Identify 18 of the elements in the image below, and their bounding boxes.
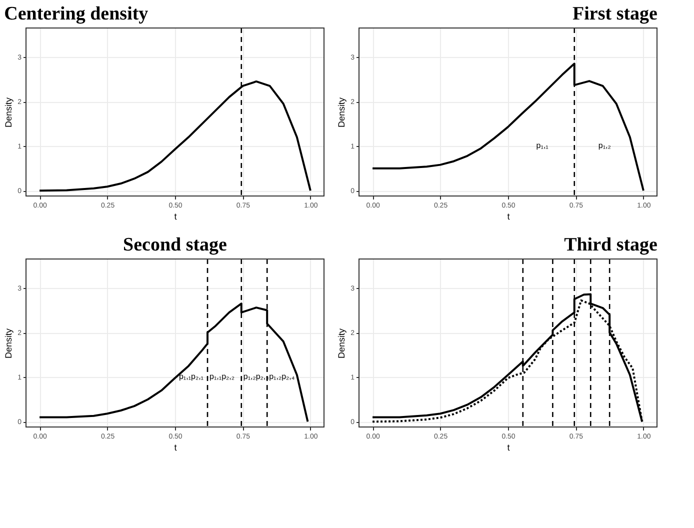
chart-title: Third stage (564, 234, 658, 256)
annotation: p₁,₂p₂,₄ (269, 372, 295, 381)
y-axis-title: Density (336, 97, 347, 128)
chart-title: First stage (572, 3, 658, 24)
chart-title: Second stage (123, 234, 227, 256)
annotation: p₁,₁ (536, 141, 549, 150)
annotation: p₁,₂p₂,₃ (243, 372, 269, 381)
x-axis-title: t (507, 212, 510, 222)
x-axis-title: t (507, 442, 510, 452)
annotation: p₁,₁p₂,₂ (210, 372, 234, 381)
y-axis-title: Density (4, 328, 14, 359)
annotation: p₁,₁p₂,₁ (178, 372, 204, 381)
x-axis-title: t (174, 212, 178, 222)
x-axis-title: t (174, 442, 178, 452)
annotation: p₁,₂ (598, 141, 611, 150)
y-axis-title: Density (4, 97, 14, 128)
chart-title: Centering density (4, 3, 149, 24)
y-axis-title: Density (336, 328, 347, 359)
